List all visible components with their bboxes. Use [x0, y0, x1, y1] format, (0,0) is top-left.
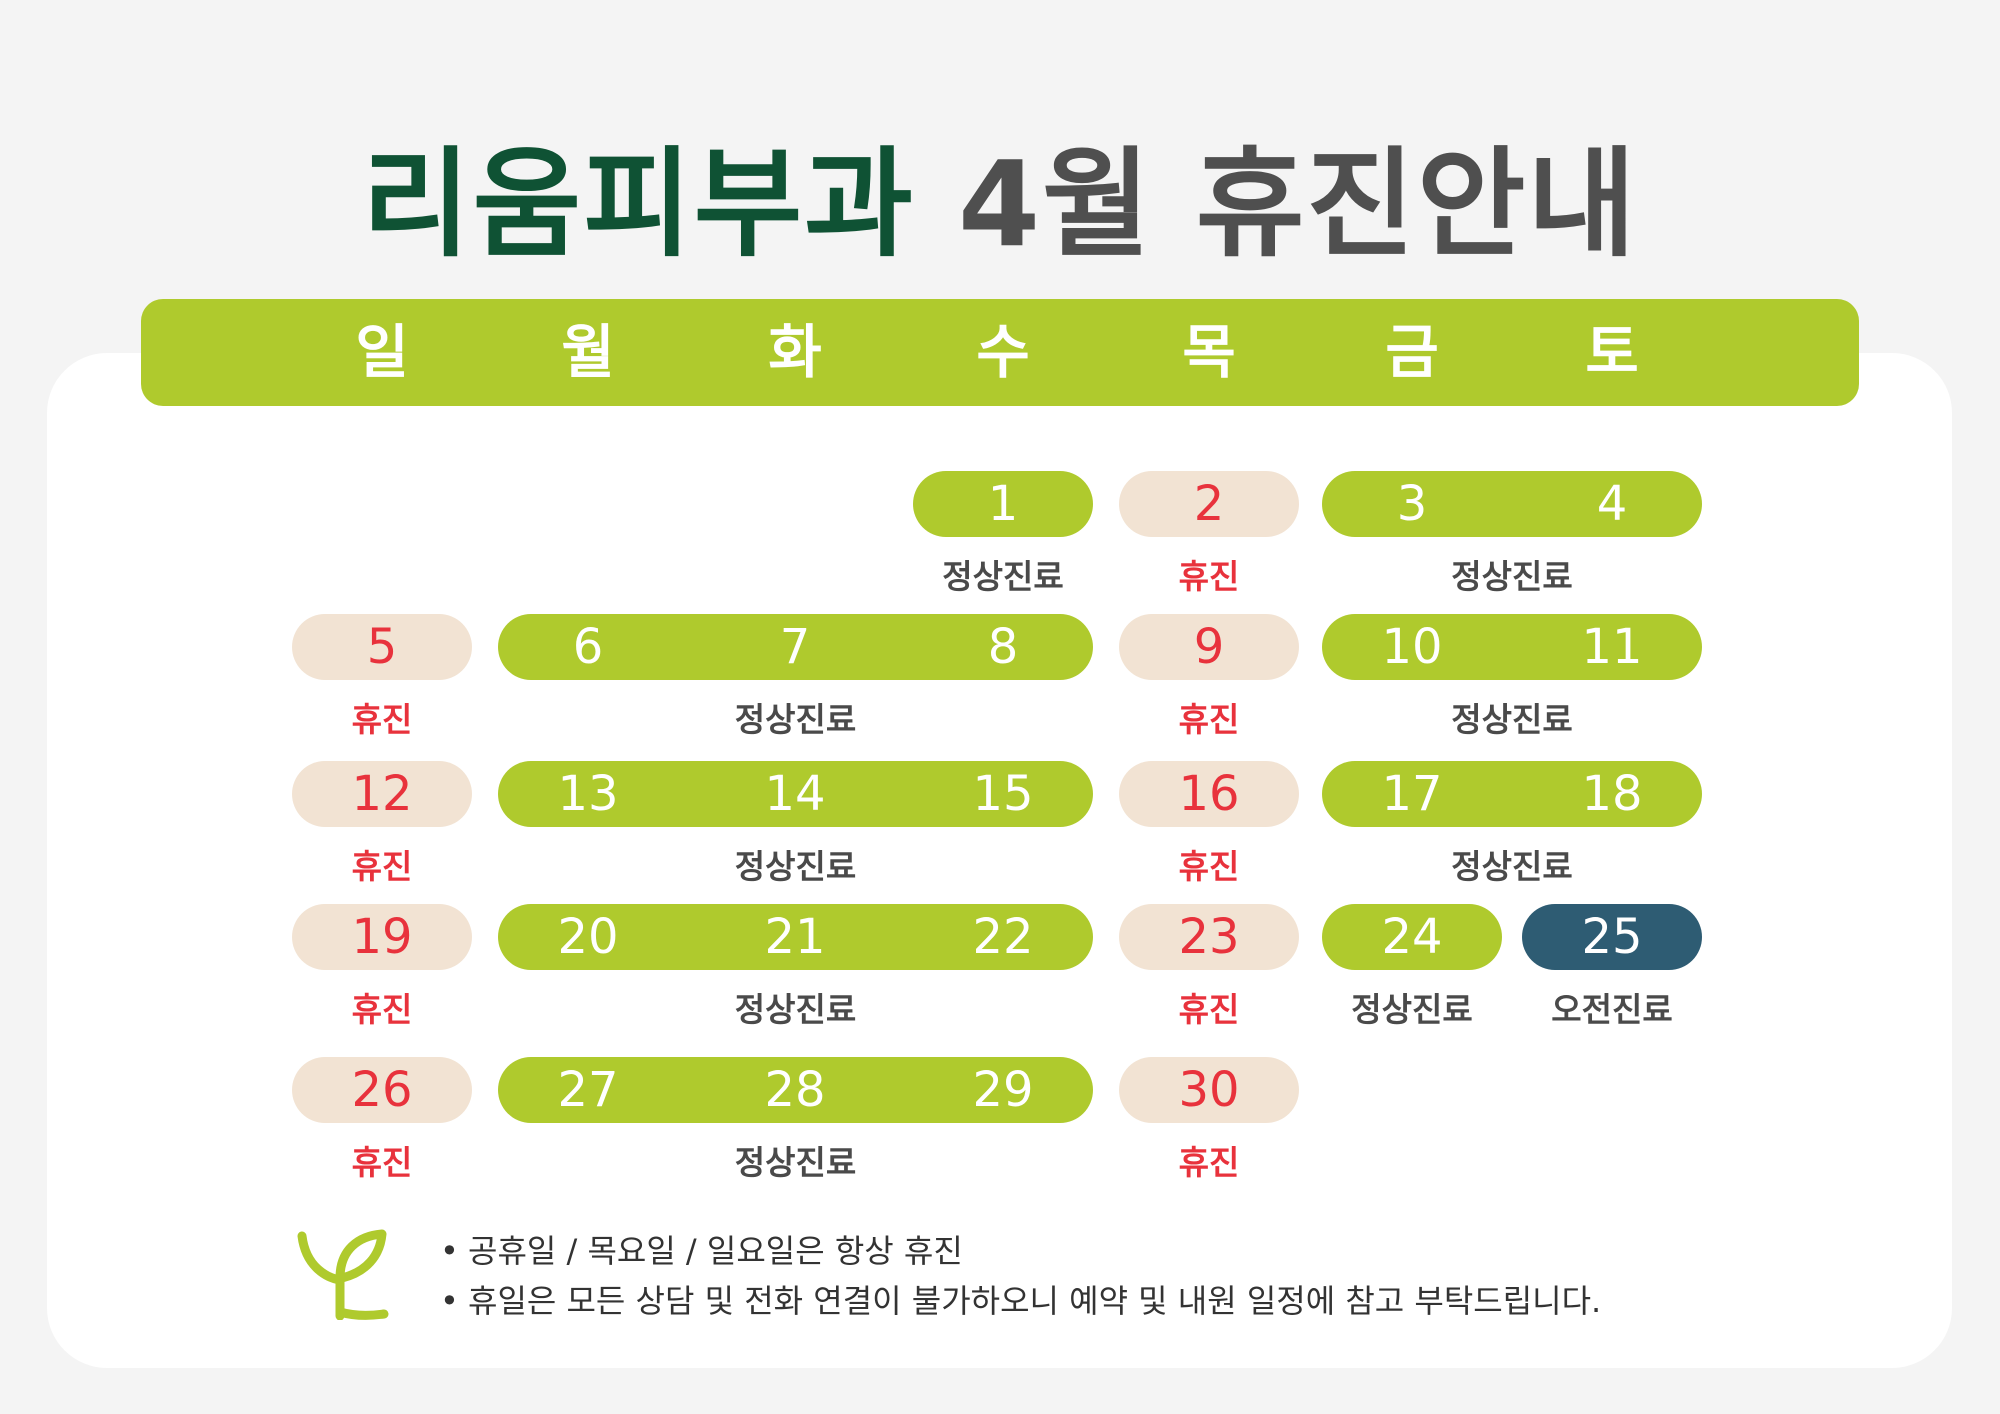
- day-pill-closed: [1119, 904, 1299, 970]
- day-status-label: 휴진: [1178, 557, 1240, 596]
- day-number: 28: [764, 1062, 826, 1118]
- day-number: 16: [1178, 766, 1240, 822]
- day-status-label: 휴진: [1178, 700, 1240, 739]
- day-number: 6: [572, 619, 604, 675]
- day-number: 5: [366, 619, 398, 675]
- day-pill-open: [498, 904, 1093, 970]
- day-status-label: 휴진: [351, 1143, 413, 1182]
- day-status-label: 정상진료: [1451, 700, 1573, 739]
- day-number: 20: [557, 909, 619, 965]
- weekday-2: 화: [768, 318, 822, 386]
- day-pill-open: [1322, 904, 1502, 970]
- day-number: 7: [779, 619, 811, 675]
- day-pill-open: [913, 471, 1093, 537]
- day-number: 17: [1381, 766, 1443, 822]
- notice-text: 공휴일 / 목요일 / 일요일은 항상 휴진: [468, 1232, 963, 1270]
- day-pill-closed: [1119, 761, 1299, 827]
- day-number: 13: [557, 766, 619, 822]
- day-number: 24: [1381, 909, 1443, 965]
- day-status-label: 정상진료: [734, 700, 857, 739]
- day-pill-open: [498, 614, 1093, 680]
- day-pill-open: [1322, 614, 1702, 680]
- day-number: 1: [987, 476, 1019, 532]
- day-status-label: 오전진료: [1551, 990, 1673, 1029]
- notice-item: • 공휴일 / 목요일 / 일요일은 항상 휴진: [440, 1232, 963, 1270]
- day-number: 10: [1381, 619, 1443, 675]
- day-number: 27: [557, 1062, 619, 1118]
- title-subtitle: 4월 휴진안내: [957, 135, 1638, 273]
- day-pill-open: [498, 1057, 1093, 1123]
- day-number: 29: [972, 1062, 1034, 1118]
- day-status-label: 정상진료: [734, 990, 857, 1029]
- day-pill-closed: [292, 614, 472, 680]
- day-pill-open: [498, 761, 1093, 827]
- page-title: 리움피부과 4월 휴진안내: [0, 108, 2000, 279]
- weekday-1: 월: [561, 318, 615, 386]
- day-status-label: 정상진료: [734, 1143, 857, 1182]
- day-status-label: 휴진: [351, 990, 413, 1029]
- day-pill-open: [1322, 471, 1702, 537]
- day-status-label: 휴진: [1178, 1143, 1240, 1182]
- day-number: 30: [1178, 1062, 1240, 1118]
- day-number: 12: [351, 766, 413, 822]
- day-number: 8: [987, 619, 1019, 675]
- day-pill-open: [1322, 761, 1702, 827]
- leaf-logo-icon: [297, 1229, 389, 1320]
- weekday-6: 토: [1585, 318, 1639, 386]
- day-number: 3: [1396, 476, 1428, 532]
- day-pill-closed: [1119, 1057, 1299, 1123]
- day-number: 11: [1581, 619, 1643, 675]
- day-pill-closed: [292, 1057, 472, 1123]
- day-number: 26: [351, 1062, 413, 1118]
- day-pill-closed: [1119, 614, 1299, 680]
- day-number: 25: [1581, 909, 1643, 965]
- day-number: 9: [1193, 619, 1225, 675]
- day-status-label: 정상진료: [1451, 557, 1573, 596]
- day-status-label: 정상진료: [734, 847, 857, 886]
- day-status-label: 휴진: [351, 700, 413, 739]
- day-number: 4: [1596, 476, 1628, 532]
- day-number: 22: [972, 909, 1034, 965]
- notice-list: • 공휴일 / 목요일 / 일요일은 항상 휴진 • 휴일은 모든 상담 및 전화 …: [440, 1226, 1601, 1326]
- weekday-5: 금: [1385, 318, 1439, 386]
- day-number: 23: [1178, 909, 1240, 965]
- clinic-name: 리움피부과: [362, 135, 915, 273]
- day-pill-closed: [292, 904, 472, 970]
- weekday-4: 목: [1182, 318, 1236, 386]
- day-status-label: 정상진료: [1351, 990, 1473, 1029]
- day-status-label: 정상진료: [942, 557, 1064, 596]
- day-pill-morning: [1522, 904, 1702, 970]
- day-status-label: 정상진료: [1451, 847, 1573, 886]
- day-number: 2: [1193, 476, 1225, 532]
- day-status-label: 휴진: [1178, 990, 1240, 1029]
- day-number: 19: [351, 909, 413, 965]
- day-status-label: 휴진: [1178, 847, 1240, 886]
- day-number: 14: [764, 766, 826, 822]
- day-number: 15: [972, 766, 1034, 822]
- day-number: 21: [764, 909, 826, 965]
- weekday-0: 일: [355, 318, 409, 386]
- notice-item: • 휴일은 모든 상담 및 전화 연결이 불가하오니 예약 및 내원 일정에 참고…: [440, 1282, 1602, 1320]
- weekday-3: 수: [976, 318, 1030, 386]
- day-pill-closed: [292, 761, 472, 827]
- day-pill-closed: [1119, 471, 1299, 537]
- notice-text: 휴일은 모든 상담 및 전화 연결이 불가하오니 예약 및 내원 일정에 참고 …: [468, 1282, 1602, 1320]
- day-status-label: 휴진: [351, 847, 413, 886]
- day-number: 18: [1581, 766, 1643, 822]
